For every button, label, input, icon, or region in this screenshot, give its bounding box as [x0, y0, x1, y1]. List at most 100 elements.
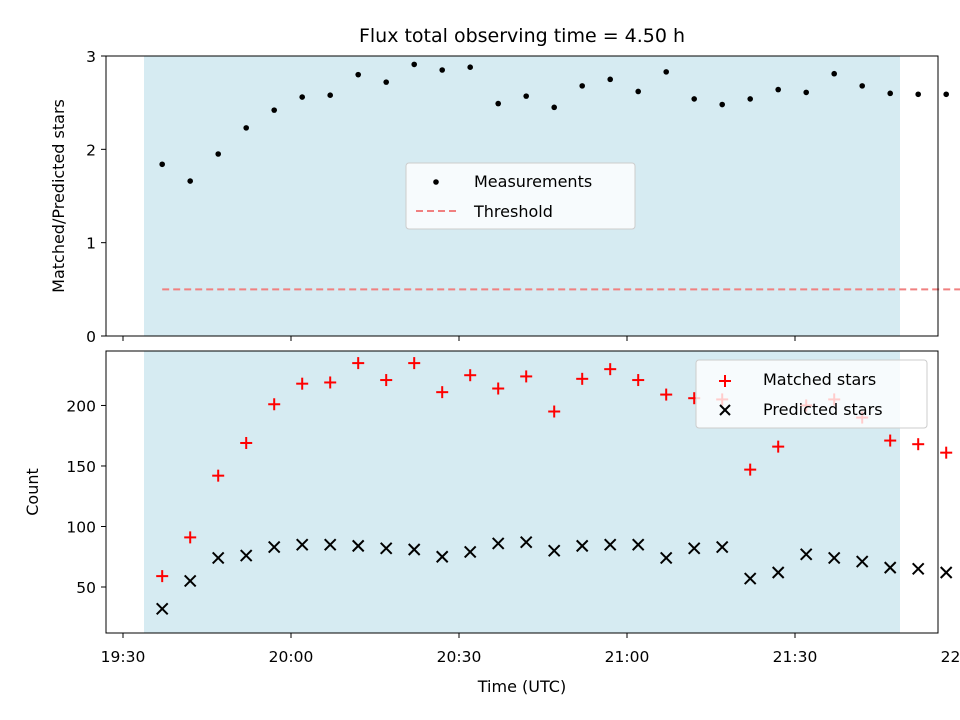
- measurement-point: [299, 94, 306, 100]
- legend-measurements-marker: [433, 179, 439, 185]
- matched-point: [744, 463, 757, 476]
- measurement-point: [187, 178, 193, 184]
- x-tick-label: 20:30: [437, 648, 482, 666]
- measurement-point: [691, 96, 697, 102]
- predicted-point: [183, 574, 197, 588]
- predicted-point: [771, 566, 785, 579]
- measurement-point: [831, 70, 837, 77]
- matched-point: [436, 386, 449, 399]
- predicted-point: [855, 555, 869, 568]
- matched-point: [940, 446, 953, 459]
- measurement-point: [439, 67, 446, 73]
- matched-point: [604, 363, 617, 376]
- predicted-point: [715, 540, 729, 554]
- measurement-point: [467, 64, 474, 70]
- measurement-point: [747, 96, 753, 102]
- predicted-point: [603, 538, 617, 551]
- matched-point: [184, 531, 197, 544]
- top-y-axis-label: Matched/Predicted stars: [49, 99, 68, 293]
- x-tick-label: 20:00: [269, 648, 314, 666]
- predicted-point: [911, 562, 925, 576]
- matched-point: [324, 376, 337, 389]
- predicted-point: [687, 542, 701, 555]
- x-tick-label: 21:00: [605, 648, 650, 666]
- top-ticks: 0 1 2 3: [86, 48, 796, 346]
- top-marks: [159, 61, 960, 291]
- chart-title: Flux total observing time = 4.50 h: [359, 25, 685, 47]
- predicted-point: [575, 539, 589, 553]
- predicted-point: [295, 538, 309, 551]
- predicted-point: [435, 550, 449, 563]
- matched-point: [296, 377, 309, 390]
- measurement-point: [607, 76, 613, 83]
- legend-matched-label: Matched stars: [763, 370, 876, 389]
- x-tick-label: 19:30: [101, 648, 146, 666]
- matched-point: [156, 570, 169, 583]
- predicted-point: [631, 538, 645, 551]
- bottom-ticks: 50 100 150 200 19:30 20:00 20:30 21:00 21:30 22:0…: [66, 397, 960, 666]
- measurement-point: [215, 151, 221, 157]
- predicted-point: [491, 537, 505, 550]
- measurement-point: [719, 101, 725, 108]
- measurement-point: [663, 69, 669, 75]
- legend-measurements-label: Measurements: [474, 172, 592, 191]
- x-tick-label: 22:00: [941, 648, 960, 666]
- predicted-point: [883, 561, 897, 574]
- matched-point: [380, 374, 393, 387]
- matched-point: [772, 440, 785, 453]
- top-y-tick-label: 2: [86, 141, 96, 159]
- bottom-legend: Matched stars Predicted stars: [695, 359, 928, 429]
- bottom-y-tick-label: 50: [76, 579, 96, 597]
- matched-point: [464, 369, 477, 382]
- predicted-point: [463, 545, 477, 559]
- predicted-point: [939, 566, 953, 579]
- top-y-tick-label: 3: [86, 48, 96, 66]
- measurement-point: [271, 107, 278, 113]
- bottom-y-tick-label: 100: [66, 518, 96, 536]
- measurement-point: [775, 86, 781, 93]
- matched-point: [632, 374, 645, 387]
- legend-predicted-marker: [719, 404, 731, 416]
- top-legend-box: [405, 162, 636, 230]
- legend-matched-marker: [719, 375, 731, 387]
- predicted-point: [659, 551, 673, 565]
- x-axis-label: Time (UTC): [477, 677, 566, 696]
- matched-point: [884, 434, 897, 447]
- matched-point: [240, 436, 253, 449]
- legend-predicted-label: Predicted stars: [763, 400, 883, 419]
- predicted-point: [519, 536, 533, 549]
- measurement-point: [887, 90, 893, 97]
- measurement-point: [355, 71, 362, 78]
- measurement-point: [159, 161, 165, 168]
- measurement-point: [943, 91, 949, 98]
- x-tick-label: 21:30: [773, 648, 818, 666]
- top-panel: 0 1 2 3 Matched/Predicted stars Measurement…: [49, 48, 960, 346]
- predicted-point: [239, 549, 253, 562]
- matched-point: [576, 372, 589, 385]
- top-y-tick-label: 0: [86, 328, 96, 346]
- matched-point: [408, 357, 421, 370]
- matched-point: [492, 382, 505, 395]
- measurement-point: [915, 91, 921, 98]
- matched-point: [548, 405, 561, 418]
- predicted-point: [267, 540, 281, 554]
- measurement-point: [383, 79, 390, 85]
- matched-point: [912, 438, 925, 451]
- measurement-point: [243, 125, 249, 131]
- predicted-point: [323, 538, 337, 551]
- legend-threshold-label: Threshold: [473, 202, 553, 221]
- measurement-point: [411, 61, 418, 68]
- matched-point: [660, 388, 673, 401]
- top-legend: Measurements Threshold: [405, 162, 636, 230]
- measurement-point: [523, 93, 529, 99]
- top-y-tick-label: 1: [86, 235, 96, 253]
- bottom-panel: 50 100 150 200 19:30 20:00 20:30 21:00 21:30 22:0…: [23, 350, 960, 696]
- matched-point: [520, 370, 533, 383]
- matched-point: [352, 357, 365, 370]
- matched-point: [212, 469, 225, 482]
- bottom-plot-frame: [105, 350, 939, 634]
- predicted-point: [799, 548, 813, 561]
- top-plot-frame: [105, 55, 939, 337]
- bottom-y-tick-label: 150: [66, 458, 96, 476]
